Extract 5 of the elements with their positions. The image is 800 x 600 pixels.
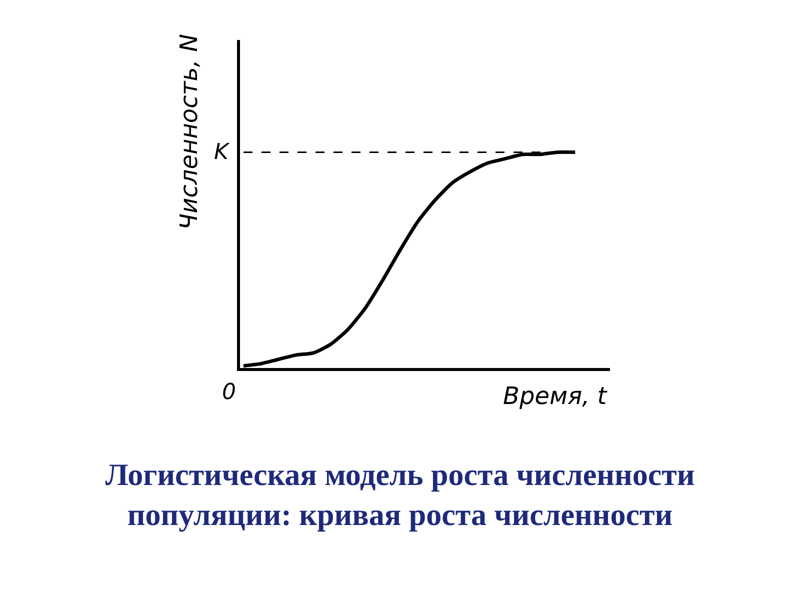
- x-axis-title: Время, t: [503, 382, 608, 410]
- ref-line-label: K: [214, 140, 230, 165]
- text: Логистическая модель роста численности популяции: кривая роста численности: [104, 456, 696, 534]
- text: 0: [222, 380, 236, 405]
- y-axis-title: Численность, N: [175, 34, 204, 230]
